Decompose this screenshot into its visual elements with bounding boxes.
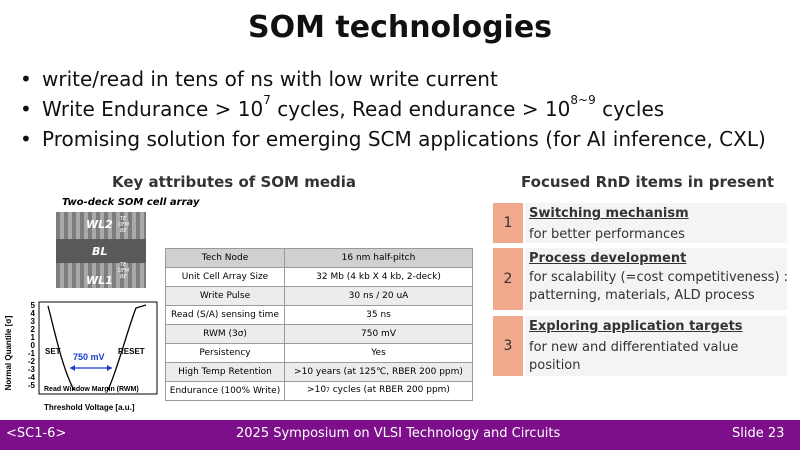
bullet-item: Promising solution for emerging SCM appl…	[18, 124, 788, 154]
rnd-item-box	[525, 203, 787, 243]
key-attributes-heading: Key attributes of SOM media	[112, 173, 357, 191]
bullet-item: Write Endurance > 107 cycles, Read endur…	[18, 94, 788, 124]
table-cell: 35 ns	[284, 305, 473, 325]
ytick: 5	[31, 301, 36, 310]
window-label: Read Window Margin (RWM)	[44, 386, 139, 393]
window-value: 750 mV	[73, 352, 105, 362]
bl-label: BL	[92, 245, 108, 258]
footer-bar: <SC1-6> 2025 Symposium on VLSI Technolog…	[0, 420, 800, 450]
table-row: Unit Cell Array Size 32 Mb (4 kb X 4 kb,…	[165, 267, 473, 287]
rnd-item-box	[525, 248, 787, 310]
stack-be-upper: BE	[120, 228, 127, 234]
table-cell: >107 cycles (at RBER 200 ppm)	[284, 381, 473, 401]
rnd-heading: Focused RnD items in present	[521, 173, 775, 191]
table-cell: Tech Node	[165, 248, 285, 268]
rnd-item-title: Switching mechanism	[529, 206, 689, 221]
table-cell: RWM (3σ)	[165, 324, 285, 344]
wl1-label: WL1	[86, 274, 113, 287]
reset-label: RESET	[118, 347, 145, 356]
stack-te-lower: TE	[120, 262, 127, 268]
footer-session-code: <SC1-6>	[6, 426, 67, 441]
set-curve	[47, 305, 75, 391]
rnd-item-box	[525, 316, 787, 376]
rnd-number: 2	[493, 248, 523, 310]
plot-frame	[38, 301, 158, 395]
rnd-item-title: Exploring application targets	[529, 319, 743, 334]
cell-array-image: WL2 BL WL1 TE DFM BE TE DFM BE	[56, 212, 146, 288]
slide-title: SOM technologies	[247, 10, 553, 45]
bullet-list: write/read in tens of ns with low write …	[18, 64, 788, 154]
ytick: 4	[31, 309, 36, 318]
table-row: Read (S/A) sensing time 35 ns	[165, 305, 473, 325]
ytick: -2	[28, 357, 36, 366]
table-row: High Temp Retention >10 years (at 125℃, …	[165, 362, 473, 382]
ytick: -3	[28, 365, 36, 374]
array-caption: Two-deck SOM cell array	[62, 197, 200, 208]
table-cell: Unit Cell Array Size	[165, 267, 285, 287]
table-cell: Read (S/A) sensing time	[165, 305, 285, 325]
table-cell: Persistency	[165, 343, 285, 363]
rnd-number: 3	[493, 316, 523, 376]
ytick: -5	[28, 381, 36, 390]
rnd-item-title: Process development	[529, 251, 687, 266]
table-row: Endurance (100% Write) >107 cycles (at R…	[165, 381, 473, 401]
wl2-label: WL2	[86, 218, 113, 231]
plot-xlabel: Threshold Voltage [a.u.]	[44, 403, 135, 412]
attributes-table: Tech Node 16 nm half-pitch Unit Cell Arr…	[165, 248, 473, 401]
ytick: 2	[31, 325, 36, 334]
table-cell: Yes	[284, 343, 473, 363]
footer-conference: 2025 Symposium on VLSI Technology and Ci…	[236, 426, 561, 441]
table-cell: High Temp Retention	[165, 362, 285, 382]
rnd-number: 1	[493, 203, 523, 243]
table-row: Persistency Yes	[165, 343, 473, 363]
rnd-item-desc: for better performances	[529, 227, 685, 242]
table-cell: Write Pulse	[165, 286, 285, 306]
plot-ylabel: Normal Quantile [σ]	[4, 315, 13, 390]
ytick: -4	[28, 373, 36, 382]
table-cell: 30 ns / 20 uA	[284, 286, 473, 306]
rnd-item-desc: for new and differentiated value positio…	[529, 340, 739, 373]
ytick: 1	[31, 333, 36, 342]
arrow-head-right	[107, 365, 112, 371]
bullet-item: write/read in tens of ns with low write …	[18, 64, 788, 94]
ytick: 3	[31, 317, 36, 326]
threshold-voltage-plot: Normal Quantile [σ] 5 4 3 2 1 0 -1 -2 -3…	[4, 301, 158, 412]
table-cell: >10 years (at 125℃, RBER 200 ppm)	[284, 362, 473, 382]
arrow-head-left	[70, 365, 75, 371]
rnd-item-desc: for scalability (=cost competitiveness) …	[529, 270, 789, 303]
footer-slide-number: Slide 23	[732, 426, 785, 441]
stack-dfm-lower: DFM	[118, 268, 130, 274]
reset-curve	[107, 304, 147, 391]
table-cell: Endurance (100% Write)	[165, 381, 285, 401]
stack-dfm-upper: DFM	[118, 222, 130, 228]
table-cell: 750 mV	[284, 324, 473, 344]
set-label: SET	[45, 347, 61, 356]
ytick: 0	[31, 341, 36, 350]
table-cell: 16 nm half-pitch	[284, 248, 473, 268]
table-row: RWM (3σ) 750 mV	[165, 324, 473, 344]
table-row: Write Pulse 30 ns / 20 uA	[165, 286, 473, 306]
stack-be-lower: BE	[120, 274, 127, 280]
table-cell: 32 Mb (4 kb X 4 kb, 2-deck)	[284, 267, 473, 287]
ytick: -1	[28, 349, 36, 358]
stack-te-upper: TE	[120, 216, 127, 222]
table-header-row: Tech Node 16 nm half-pitch	[165, 248, 473, 268]
